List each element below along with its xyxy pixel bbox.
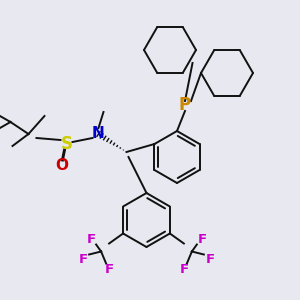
- Text: F: F: [197, 233, 206, 246]
- Text: F: F: [179, 263, 188, 276]
- Text: F: F: [205, 253, 214, 266]
- Text: S: S: [61, 135, 73, 153]
- Text: O: O: [55, 158, 68, 173]
- Text: P: P: [179, 96, 191, 114]
- Text: N: N: [92, 127, 105, 142]
- Text: F: F: [86, 233, 96, 246]
- Text: F: F: [104, 263, 114, 276]
- Text: F: F: [79, 253, 88, 266]
